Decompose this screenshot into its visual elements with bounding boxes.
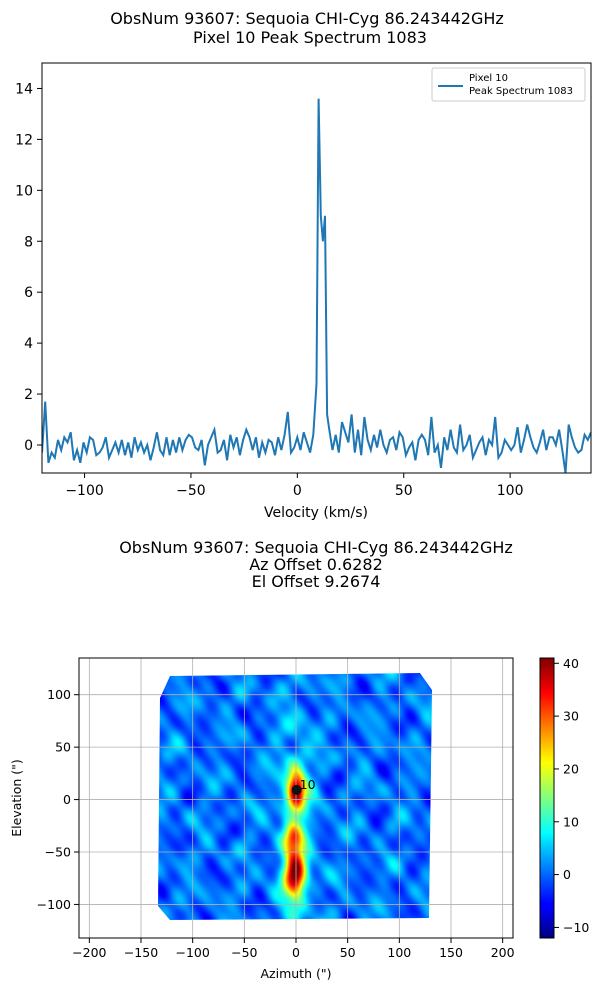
map-el-offset: El Offset 9.2674 (252, 572, 381, 591)
spectrum-panel: ObsNum 93607: Sequoia CHI-Cyg 86.243442G… (15, 9, 592, 521)
map-xlabel: Azimuth (") (261, 966, 332, 981)
map-xtick-label: −200 (72, 945, 106, 960)
map-title: ObsNum 93607: Sequoia CHI-Cyg 86.243442G… (119, 538, 513, 557)
spectrum-subtitle: Pixel 10 Peak Spectrum 1083 (193, 28, 427, 47)
map-axes-frame (78, 657, 514, 939)
spectrum-xtick-label: −100 (65, 483, 103, 499)
map-grid-and-ticks: −200 −150 −100 −50 0 50 100 150 200 −100 −50 0 50 100 (37, 658, 515, 960)
map-ytick-label: 100 (47, 687, 71, 702)
intensity-map (158, 673, 432, 920)
colorbar-tick-label: 40 (563, 656, 579, 671)
map-az-offset: Az Offset 0.6282 (249, 555, 383, 574)
map-ylabel: Elevation (") (9, 759, 24, 837)
colorbar-tick-label: 0 (563, 867, 571, 882)
legend-label-line1: Pixel 10 (469, 73, 508, 84)
peak-marker: 10 (291, 777, 316, 795)
map-xtick-label: 0 (292, 945, 300, 960)
spectrum-xtick-label: 50 (395, 483, 413, 499)
spectrum-ytick-label: 8 (24, 234, 33, 250)
map-ytick-label: −100 (37, 897, 71, 912)
peak-marker-dot (291, 784, 302, 795)
spectrum-line (42, 98, 591, 473)
spectrum-ytick-label: 6 (24, 285, 33, 301)
colorbar-tick-label: −10 (563, 920, 589, 935)
colorbar: −10 0 10 20 30 40 (539, 656, 589, 939)
spectrum-legend: Pixel 10 Peak Spectrum 1083 (431, 67, 586, 102)
map-ytick-label: 0 (63, 792, 71, 807)
map-xtick-label: 150 (439, 945, 463, 960)
spectrum-axes-frame (41, 62, 592, 474)
peak-marker-label: 10 (300, 777, 316, 792)
spectrum-xtick-label: −50 (176, 483, 206, 499)
map-xtick-label: 200 (491, 945, 515, 960)
spectrum-title: ObsNum 93607: Sequoia CHI-Cyg 86.243442G… (110, 9, 504, 28)
spectrum-xtick-label: 100 (497, 483, 524, 499)
spectrum-ticks: −100 −50 0 50 100 0 2 4 6 8 10 12 14 (15, 81, 523, 499)
legend-label-line2: Peak Spectrum 1083 (469, 86, 573, 97)
legend-box (431, 67, 586, 102)
colorbar-tick-label: 30 (563, 709, 579, 724)
colorbar-tick-label: 10 (563, 814, 579, 829)
colorbar-tick-label: 20 (563, 761, 579, 776)
spectrum-ytick-label: 0 (24, 438, 33, 454)
spectrum-ytick-label: 12 (15, 132, 33, 148)
map-ytick-label: 50 (55, 740, 71, 755)
map-panel: ObsNum 93607: Sequoia CHI-Cyg 86.243442G… (9, 538, 515, 981)
map-xtick-label: −50 (231, 945, 257, 960)
map-xtick-label: −100 (175, 945, 209, 960)
spectrum-xlabel: Velocity (km/s) (264, 505, 368, 521)
map-xtick-label: 50 (340, 945, 356, 960)
colorbar-gradient (539, 657, 555, 939)
spectrum-xtick-label: 0 (293, 483, 302, 499)
spectrum-ytick-label: 4 (24, 336, 33, 352)
map-xtick-label: 100 (387, 945, 411, 960)
map-ytick-label: −50 (45, 845, 71, 860)
spectrum-ytick-label: 10 (15, 183, 33, 199)
colorbar-ticks: −10 0 10 20 30 40 (554, 656, 589, 935)
map-xtick-label: −150 (124, 945, 158, 960)
spectrum-ytick-label: 2 (24, 387, 33, 403)
spectrum-ytick-label: 14 (15, 81, 33, 97)
